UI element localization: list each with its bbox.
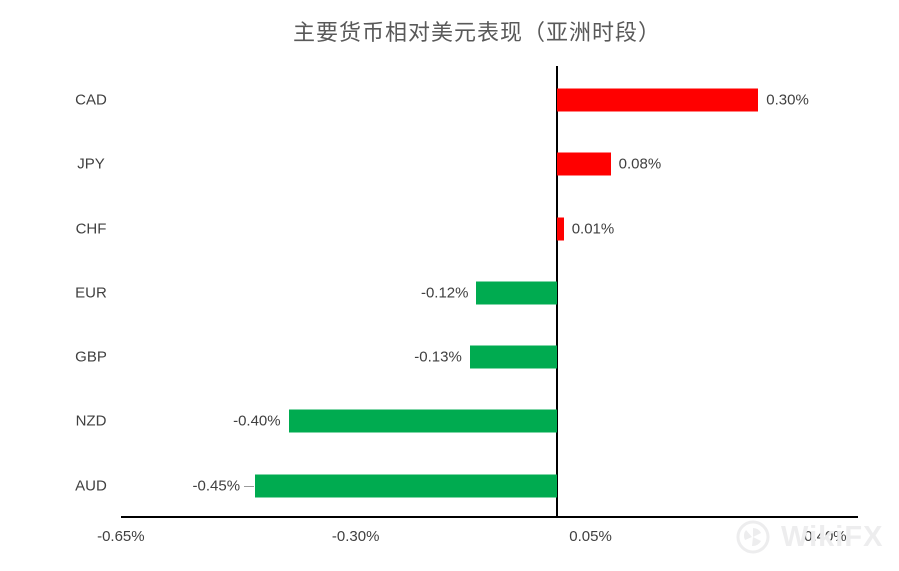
category-label-eur: EUR bbox=[75, 284, 107, 302]
category-label-jpy: JPY bbox=[77, 155, 105, 173]
x-tick-label: -0.65% bbox=[97, 528, 145, 545]
value-label-gbp: -0.13% bbox=[414, 348, 462, 366]
value-label-aud: -0.45% bbox=[192, 477, 241, 494]
category-label-gbp: GBP bbox=[75, 348, 107, 366]
bar-jpy bbox=[557, 152, 611, 176]
value-label-jpy: 0.08% bbox=[618, 155, 662, 173]
value-label-eur: -0.12% bbox=[420, 284, 469, 302]
x-axis-line bbox=[121, 516, 858, 518]
bar-gbp bbox=[469, 345, 557, 369]
x-tick-label: 0.40% bbox=[804, 528, 847, 545]
x-tick-label: 0.05% bbox=[569, 528, 612, 545]
category-label-cad: CAD bbox=[75, 91, 107, 109]
bar-eur bbox=[476, 281, 557, 305]
value-label-nzd: -0.40% bbox=[233, 412, 281, 430]
bar-aud bbox=[255, 474, 557, 497]
value-label-chf: 0.01% bbox=[571, 220, 615, 237]
bar-chf bbox=[557, 217, 564, 240]
category-label-nzd: NZD bbox=[75, 412, 107, 430]
chart-title: 主要货币相对美元表现（亚洲时段） bbox=[292, 20, 661, 45]
bar-cad bbox=[557, 88, 759, 112]
bar-nzd bbox=[288, 409, 557, 433]
watermark: WikiFX bbox=[731, 515, 883, 559]
wikifx-logo-icon bbox=[736, 520, 770, 554]
label-leader-line bbox=[244, 485, 255, 487]
category-label-chf: CHF bbox=[75, 220, 107, 237]
category-label-aud: AUD bbox=[75, 477, 107, 494]
watermark-text: WikiFX bbox=[781, 520, 884, 553]
value-label-cad: 0.30% bbox=[766, 91, 809, 109]
x-tick-label: -0.30% bbox=[331, 528, 380, 545]
